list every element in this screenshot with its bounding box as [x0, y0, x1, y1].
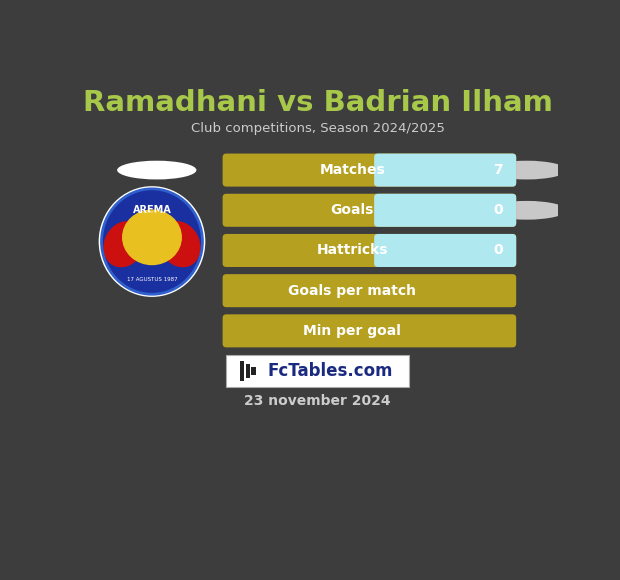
FancyBboxPatch shape: [223, 194, 516, 227]
Text: Matches: Matches: [319, 163, 385, 177]
FancyBboxPatch shape: [223, 154, 516, 187]
FancyBboxPatch shape: [374, 154, 516, 187]
Ellipse shape: [117, 161, 197, 179]
Text: Goals: Goals: [330, 203, 374, 218]
Ellipse shape: [104, 221, 145, 267]
FancyBboxPatch shape: [223, 234, 516, 267]
FancyBboxPatch shape: [226, 355, 409, 387]
Text: 0: 0: [494, 203, 503, 218]
Text: 0: 0: [494, 244, 503, 258]
FancyBboxPatch shape: [240, 361, 244, 381]
FancyBboxPatch shape: [223, 274, 516, 307]
Text: Club competitions, Season 2024/2025: Club competitions, Season 2024/2025: [191, 122, 445, 135]
FancyBboxPatch shape: [223, 314, 516, 347]
Text: Goals per match: Goals per match: [288, 284, 416, 298]
FancyBboxPatch shape: [252, 367, 256, 375]
Text: 17 AGUSTUS 1987: 17 AGUSTUS 1987: [126, 277, 177, 282]
FancyBboxPatch shape: [374, 234, 516, 267]
Ellipse shape: [487, 201, 567, 220]
Ellipse shape: [99, 186, 205, 297]
Circle shape: [123, 210, 181, 264]
Ellipse shape: [159, 221, 201, 267]
Text: Ramadhani vs Badrian Ilham: Ramadhani vs Badrian Ilham: [83, 89, 552, 117]
Text: 7: 7: [494, 163, 503, 177]
Circle shape: [126, 213, 178, 262]
Ellipse shape: [487, 161, 567, 179]
Ellipse shape: [102, 189, 202, 294]
Text: Min per goal: Min per goal: [303, 324, 401, 338]
Text: 23 november 2024: 23 november 2024: [244, 394, 391, 408]
FancyBboxPatch shape: [246, 364, 250, 378]
Text: AREMA: AREMA: [133, 205, 171, 215]
FancyBboxPatch shape: [374, 194, 516, 227]
Text: FcTables.com: FcTables.com: [267, 362, 392, 380]
Text: Hattricks: Hattricks: [316, 244, 388, 258]
